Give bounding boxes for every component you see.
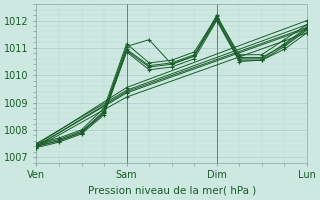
X-axis label: Pression niveau de la mer( hPa ): Pression niveau de la mer( hPa ) — [88, 186, 256, 196]
